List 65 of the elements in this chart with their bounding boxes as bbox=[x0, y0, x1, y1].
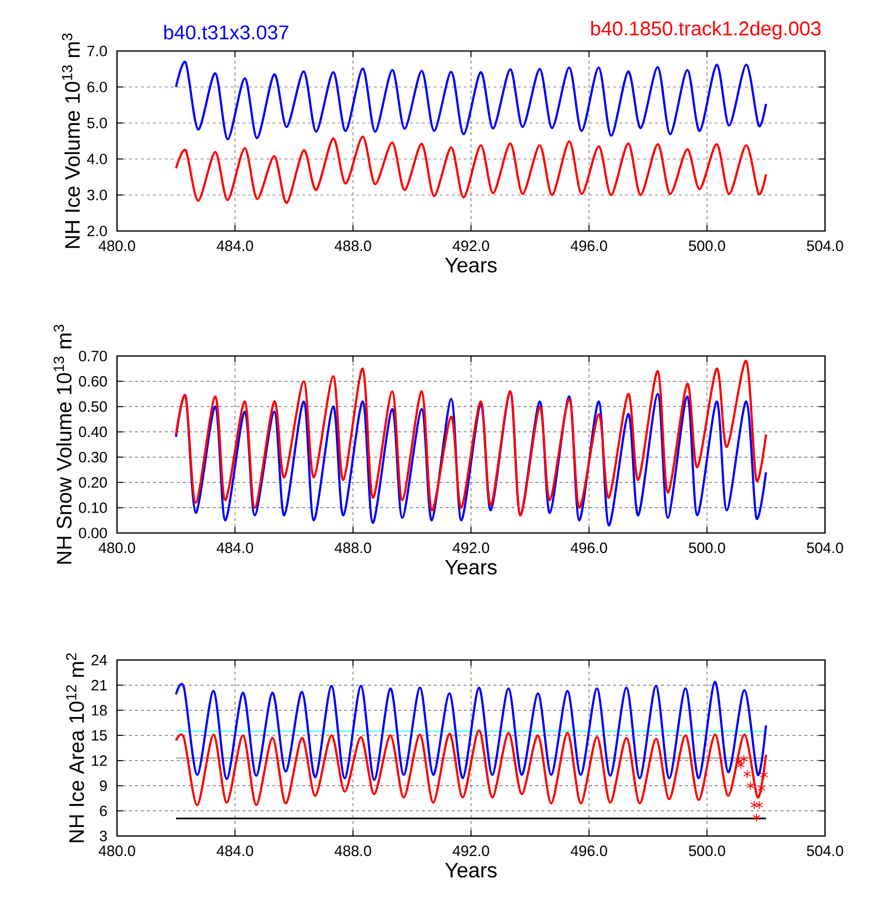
x-tick-label: 492.0 bbox=[452, 846, 490, 856]
y-axis-title: NH Ice Area 10$^{12}$ m$^{2}$ bbox=[66, 653, 84, 842]
point bbox=[746, 781, 754, 790]
x-tick-label: 500.0 bbox=[688, 542, 726, 554]
line-series bbox=[174, 680, 768, 781]
x-tick-label: 484.0 bbox=[216, 542, 254, 554]
y-tick-label: 21 bbox=[92, 680, 107, 690]
x-tick-label: 504.0 bbox=[806, 846, 844, 856]
series-label: b40.t31x3.037 bbox=[164, 24, 288, 40]
point bbox=[752, 813, 760, 822]
x-tick-label: 496.0 bbox=[570, 240, 608, 252]
x-tick-label: 496.0 bbox=[570, 542, 608, 554]
point bbox=[740, 754, 748, 764]
y-tick-label: 15 bbox=[92, 730, 107, 741]
y-tick-label: 7.0 bbox=[87, 46, 107, 56]
x-tick-label: 480.0 bbox=[98, 240, 136, 252]
line-series bbox=[174, 60, 768, 140]
y-tick-label: 0.50 bbox=[78, 401, 107, 412]
x-tick-label: 484.0 bbox=[216, 240, 254, 252]
y-tick-label: 6 bbox=[100, 806, 107, 816]
y-tick-label: 5.0 bbox=[87, 118, 107, 128]
x-tick-label: 480.0 bbox=[98, 542, 136, 554]
y-tick-label: 12 bbox=[92, 755, 107, 766]
line-series bbox=[174, 390, 768, 527]
line-series bbox=[174, 360, 768, 516]
x-tick-label: 488.0 bbox=[334, 542, 372, 554]
line-series bbox=[174, 136, 768, 204]
y-tick-label: 0.30 bbox=[78, 452, 107, 462]
point bbox=[750, 800, 758, 810]
y-tick-label: 3 bbox=[100, 830, 107, 842]
x-tick-label: 488.0 bbox=[334, 846, 372, 856]
y-tick-label: 0.00 bbox=[78, 528, 107, 538]
y-tick-label: 3.0 bbox=[87, 190, 107, 200]
x-tick-label: 488.0 bbox=[334, 240, 372, 252]
y-tick-label: 0.10 bbox=[78, 502, 107, 513]
x-tick-label: 492.0 bbox=[452, 240, 490, 252]
y-tick-label: 0.70 bbox=[78, 350, 107, 362]
y-tick-label: 0.20 bbox=[78, 477, 107, 488]
y-tick-label: 4.0 bbox=[87, 154, 107, 164]
x-axis-title: Years bbox=[445, 258, 497, 273]
point bbox=[755, 800, 764, 810]
text: b40.1850.track1.2deg.003 bbox=[591, 20, 821, 40]
x-tick-label: 484.0 bbox=[216, 846, 254, 856]
x-tick-label: 504.0 bbox=[806, 240, 844, 252]
line-series bbox=[174, 729, 768, 806]
point bbox=[737, 760, 745, 770]
x-tick-label: 480.0 bbox=[98, 846, 136, 856]
y-axis-title: NH Ice Volume 10$^{13}$ m$^{3}$ bbox=[62, 33, 80, 248]
y-tick-label: 2.0 bbox=[87, 226, 107, 236]
x-tick-label: 500.0 bbox=[688, 240, 726, 252]
x-axis-title: Years bbox=[445, 862, 497, 878]
y-tick-label: 0.60 bbox=[78, 376, 107, 387]
y-axis-title: NH Snow Volume 10$^{13}$ m$^{3}$ bbox=[54, 324, 72, 564]
y-tick-label: 9 bbox=[100, 780, 107, 791]
y-tick-label: 24 bbox=[92, 654, 108, 666]
x-tick-label: 500.0 bbox=[688, 846, 726, 856]
x-tick-label: 504.0 bbox=[806, 542, 844, 554]
y-tick-label: 0.40 bbox=[78, 426, 107, 438]
point bbox=[735, 756, 744, 766]
x-axis-title: Years bbox=[445, 560, 497, 575]
y-tick-label: 18 bbox=[92, 704, 107, 716]
x-tick-label: 492.0 bbox=[452, 542, 490, 554]
x-tick-label: 496.0 bbox=[570, 846, 608, 856]
y-tick-label: 6.0 bbox=[87, 82, 107, 92]
point bbox=[743, 770, 752, 778]
